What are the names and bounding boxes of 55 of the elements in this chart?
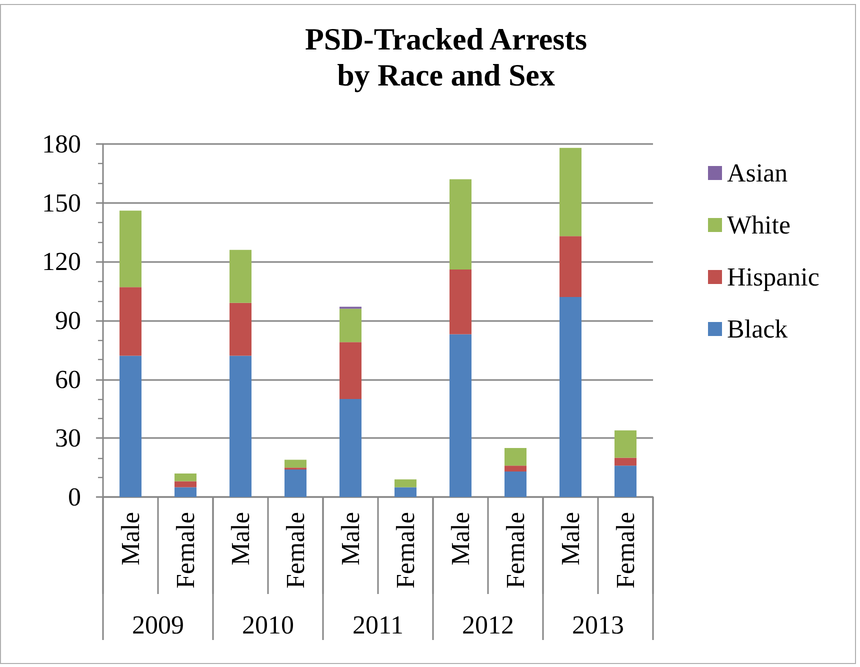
y-tick-label: 0 — [68, 482, 81, 512]
bar — [614, 466, 636, 497]
text: 2009 — [132, 610, 184, 640]
x-tick-label: Female — [391, 512, 420, 589]
x-tick-label: Female — [171, 512, 200, 589]
bar — [614, 430, 636, 458]
bar — [284, 460, 306, 468]
bar — [340, 308, 362, 342]
y-tick-label: 90 — [55, 306, 81, 335]
bar — [340, 342, 362, 399]
text: 2013 — [572, 610, 624, 640]
bar — [284, 470, 306, 497]
bar — [614, 458, 636, 466]
bar — [560, 236, 582, 297]
x-tick-label: Female — [501, 512, 530, 589]
bar — [450, 179, 472, 270]
y-tick-label: 180 — [42, 130, 81, 158]
bar — [560, 296, 582, 497]
x-tick-label: Male — [556, 512, 585, 566]
x-tick-label: Female — [281, 512, 310, 589]
bar — [394, 479, 416, 488]
x-tick-label: Male — [116, 512, 145, 566]
bar — [560, 148, 582, 236]
bar — [174, 487, 196, 497]
bar — [450, 334, 472, 497]
bar — [504, 466, 526, 472]
text: 2010 — [242, 610, 294, 640]
chart-title: PSD-Tracked Arrests by Race and Sex — [304, 22, 588, 92]
legend-label: White — [727, 210, 791, 240]
x-tick-label: Male — [446, 512, 475, 566]
bar — [174, 481, 196, 488]
bar — [230, 356, 252, 497]
bar — [504, 448, 526, 466]
bar — [120, 287, 142, 356]
bar — [504, 472, 526, 497]
legend-label: Hispanic — [727, 262, 820, 292]
bar — [450, 270, 472, 334]
y-tick-label: 60 — [55, 364, 81, 394]
y-tick-label: 30 — [55, 424, 81, 453]
legend-label: Black — [727, 314, 788, 344]
bar — [230, 250, 252, 303]
text: 2012 — [462, 610, 514, 640]
x-tick-label: Male — [336, 512, 365, 566]
x-tick-label: Male — [226, 512, 255, 566]
bar — [120, 210, 142, 288]
bar — [340, 398, 362, 497]
bar — [120, 356, 142, 497]
legend-label: Asian — [727, 158, 788, 188]
y-tick-label: 120 — [42, 247, 81, 276]
bar — [230, 302, 252, 356]
bar — [174, 473, 196, 482]
x-tick-label: Female — [611, 512, 640, 589]
text: 2011 — [352, 610, 404, 640]
y-tick-label: 150 — [42, 188, 81, 218]
bar — [394, 487, 416, 497]
